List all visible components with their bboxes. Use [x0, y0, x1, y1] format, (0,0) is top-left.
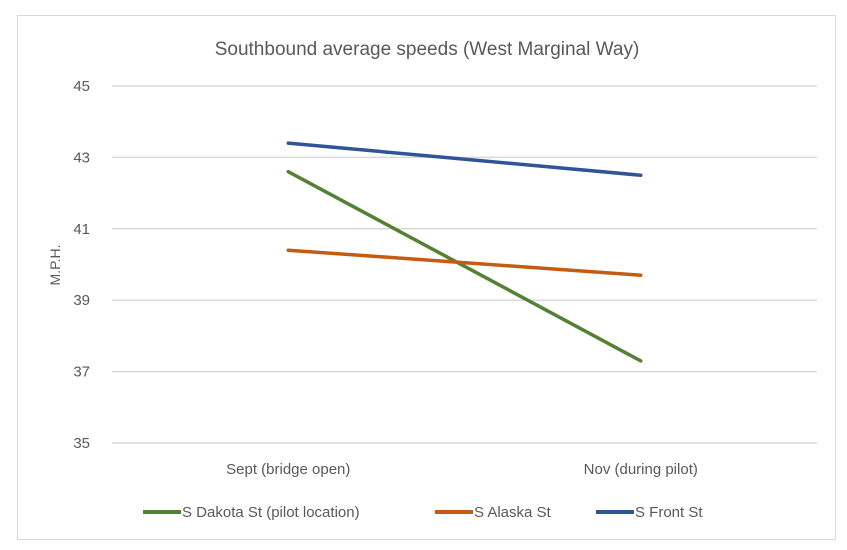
- legend-label: S Dakota St (pilot location): [182, 504, 360, 521]
- chart-title: Southbound average speeds (West Marginal…: [215, 39, 640, 60]
- y-axis-label: M.P.H.: [47, 245, 63, 286]
- y-tick-label: 45: [73, 78, 90, 95]
- y-tick-label: 39: [73, 292, 90, 309]
- y-tick-label: 41: [73, 221, 90, 238]
- series-line: [286, 141, 643, 177]
- legend-label: S Alaska St: [474, 504, 552, 521]
- y-tick-label: 37: [73, 364, 90, 381]
- x-tick-label: Sept (bridge open): [226, 461, 350, 478]
- legend-label: S Front St: [635, 504, 703, 521]
- series-line: [286, 169, 643, 363]
- y-tick-label: 43: [73, 149, 90, 166]
- chart-frame: [17, 15, 836, 540]
- x-tick-label: Nov (during pilot): [584, 461, 698, 478]
- series-line: [286, 248, 643, 277]
- y-tick-label: 35: [73, 435, 90, 452]
